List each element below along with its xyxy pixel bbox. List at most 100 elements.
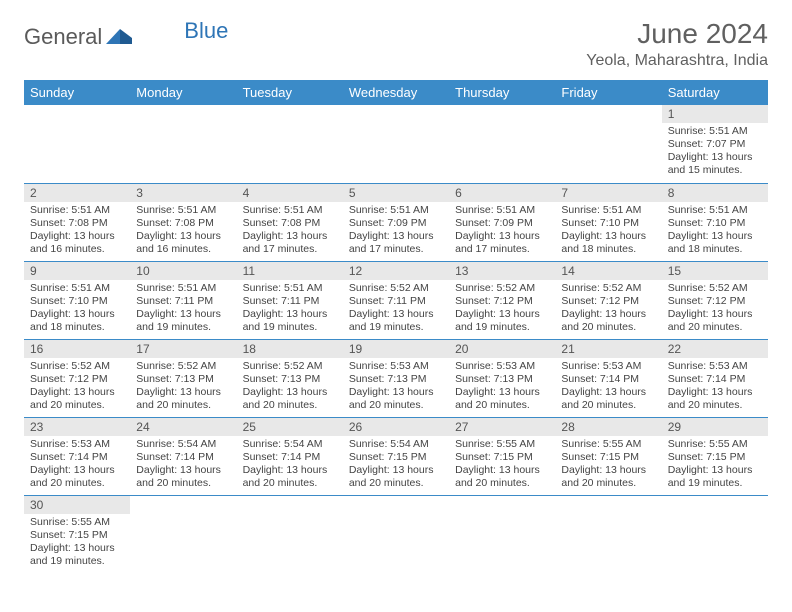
- sunset-line: Sunset: 7:12 PM: [561, 295, 639, 307]
- sunset-line: Sunset: 7:14 PM: [668, 373, 746, 385]
- calendar-cell: 3Sunrise: 5:51 AMSunset: 7:08 PMDaylight…: [130, 183, 236, 261]
- day-details: Sunrise: 5:53 AMSunset: 7:13 PMDaylight:…: [449, 358, 555, 417]
- sunset-line: Sunset: 7:15 PM: [349, 451, 427, 463]
- sunrise-line: Sunrise: 5:52 AM: [243, 360, 323, 372]
- sunset-line: Sunset: 7:10 PM: [668, 217, 746, 229]
- day-details: Sunrise: 5:53 AMSunset: 7:14 PMDaylight:…: [662, 358, 768, 417]
- calendar-cell: 11Sunrise: 5:51 AMSunset: 7:11 PMDayligh…: [237, 261, 343, 339]
- day-details: Sunrise: 5:55 AMSunset: 7:15 PMDaylight:…: [662, 436, 768, 495]
- daylight-line: Daylight: 13 hours and 20 minutes.: [243, 386, 328, 411]
- calendar-cell: [237, 495, 343, 573]
- day-number: 19: [343, 340, 449, 358]
- daylight-line: Daylight: 13 hours and 16 minutes.: [136, 230, 221, 255]
- daylight-line: Daylight: 13 hours and 20 minutes.: [561, 464, 646, 489]
- calendar-row: 9Sunrise: 5:51 AMSunset: 7:10 PMDaylight…: [24, 261, 768, 339]
- daylight-line: Daylight: 13 hours and 20 minutes.: [668, 386, 753, 411]
- daylight-line: Daylight: 13 hours and 20 minutes.: [561, 386, 646, 411]
- calendar-row: 1Sunrise: 5:51 AMSunset: 7:07 PMDaylight…: [24, 105, 768, 183]
- daylight-line: Daylight: 13 hours and 17 minutes.: [455, 230, 540, 255]
- calendar-cell: 29Sunrise: 5:55 AMSunset: 7:15 PMDayligh…: [662, 417, 768, 495]
- sunrise-line: Sunrise: 5:51 AM: [561, 204, 641, 216]
- day-details: Sunrise: 5:52 AMSunset: 7:12 PMDaylight:…: [662, 280, 768, 339]
- day-details: Sunrise: 5:51 AMSunset: 7:10 PMDaylight:…: [24, 280, 130, 339]
- day-header: Friday: [555, 80, 661, 105]
- daylight-line: Daylight: 13 hours and 19 minutes.: [243, 308, 328, 333]
- sunset-line: Sunset: 7:13 PM: [349, 373, 427, 385]
- daylight-line: Daylight: 13 hours and 20 minutes.: [455, 464, 540, 489]
- daylight-line: Daylight: 13 hours and 20 minutes.: [349, 386, 434, 411]
- day-details: Sunrise: 5:52 AMSunset: 7:13 PMDaylight:…: [237, 358, 343, 417]
- sunset-line: Sunset: 7:11 PM: [136, 295, 213, 307]
- calendar-row: 23Sunrise: 5:53 AMSunset: 7:14 PMDayligh…: [24, 417, 768, 495]
- calendar-row: 30Sunrise: 5:55 AMSunset: 7:15 PMDayligh…: [24, 495, 768, 573]
- title-block: June 2024 Yeola, Maharashtra, India: [586, 18, 768, 70]
- day-number: 28: [555, 418, 661, 436]
- day-number: 5: [343, 184, 449, 202]
- calendar-cell: 23Sunrise: 5:53 AMSunset: 7:14 PMDayligh…: [24, 417, 130, 495]
- daylight-line: Daylight: 13 hours and 20 minutes.: [30, 386, 115, 411]
- day-details: Sunrise: 5:52 AMSunset: 7:13 PMDaylight:…: [130, 358, 236, 417]
- daylight-line: Daylight: 13 hours and 19 minutes.: [349, 308, 434, 333]
- sunset-line: Sunset: 7:07 PM: [668, 138, 746, 150]
- daylight-line: Daylight: 13 hours and 18 minutes.: [561, 230, 646, 255]
- brand-text-general: General: [24, 24, 102, 50]
- day-number: 2: [24, 184, 130, 202]
- sunset-line: Sunset: 7:11 PM: [243, 295, 320, 307]
- calendar-cell: 8Sunrise: 5:51 AMSunset: 7:10 PMDaylight…: [662, 183, 768, 261]
- sunrise-line: Sunrise: 5:52 AM: [30, 360, 110, 372]
- calendar-cell: 28Sunrise: 5:55 AMSunset: 7:15 PMDayligh…: [555, 417, 661, 495]
- day-details: Sunrise: 5:51 AMSunset: 7:10 PMDaylight:…: [662, 202, 768, 261]
- day-details: Sunrise: 5:51 AMSunset: 7:10 PMDaylight:…: [555, 202, 661, 261]
- day-number: 23: [24, 418, 130, 436]
- day-number: 22: [662, 340, 768, 358]
- calendar-cell: 10Sunrise: 5:51 AMSunset: 7:11 PMDayligh…: [130, 261, 236, 339]
- day-number: 17: [130, 340, 236, 358]
- calendar-cell: [555, 105, 661, 183]
- sunrise-line: Sunrise: 5:53 AM: [455, 360, 535, 372]
- day-number: 8: [662, 184, 768, 202]
- daylight-line: Daylight: 13 hours and 20 minutes.: [561, 308, 646, 333]
- calendar-cell: 24Sunrise: 5:54 AMSunset: 7:14 PMDayligh…: [130, 417, 236, 495]
- sunset-line: Sunset: 7:14 PM: [136, 451, 214, 463]
- day-details: Sunrise: 5:53 AMSunset: 7:14 PMDaylight:…: [24, 436, 130, 495]
- calendar-cell: 17Sunrise: 5:52 AMSunset: 7:13 PMDayligh…: [130, 339, 236, 417]
- daylight-line: Daylight: 13 hours and 15 minutes.: [668, 151, 753, 176]
- sunrise-line: Sunrise: 5:53 AM: [561, 360, 641, 372]
- day-details: Sunrise: 5:54 AMSunset: 7:14 PMDaylight:…: [130, 436, 236, 495]
- brand-logo: General Blue: [24, 24, 228, 50]
- day-details: Sunrise: 5:55 AMSunset: 7:15 PMDaylight:…: [449, 436, 555, 495]
- sunset-line: Sunset: 7:13 PM: [136, 373, 214, 385]
- day-number: 6: [449, 184, 555, 202]
- day-details: Sunrise: 5:52 AMSunset: 7:12 PMDaylight:…: [449, 280, 555, 339]
- sunrise-line: Sunrise: 5:55 AM: [668, 438, 748, 450]
- day-number: 9: [24, 262, 130, 280]
- day-details: Sunrise: 5:54 AMSunset: 7:14 PMDaylight:…: [237, 436, 343, 495]
- sunrise-line: Sunrise: 5:51 AM: [136, 282, 216, 294]
- daylight-line: Daylight: 13 hours and 19 minutes.: [455, 308, 540, 333]
- day-number: 16: [24, 340, 130, 358]
- day-details: Sunrise: 5:51 AMSunset: 7:08 PMDaylight:…: [24, 202, 130, 261]
- sunrise-line: Sunrise: 5:51 AM: [30, 204, 110, 216]
- daylight-line: Daylight: 13 hours and 19 minutes.: [136, 308, 221, 333]
- day-details: Sunrise: 5:51 AMSunset: 7:08 PMDaylight:…: [237, 202, 343, 261]
- calendar-cell: [449, 105, 555, 183]
- sunset-line: Sunset: 7:13 PM: [243, 373, 321, 385]
- day-details: Sunrise: 5:55 AMSunset: 7:15 PMDaylight:…: [24, 514, 130, 573]
- sunrise-line: Sunrise: 5:53 AM: [30, 438, 110, 450]
- sunrise-line: Sunrise: 5:51 AM: [243, 282, 323, 294]
- daylight-line: Daylight: 13 hours and 20 minutes.: [30, 464, 115, 489]
- day-details: Sunrise: 5:51 AMSunset: 7:09 PMDaylight:…: [343, 202, 449, 261]
- day-header: Tuesday: [237, 80, 343, 105]
- day-number: 29: [662, 418, 768, 436]
- calendar-cell: 1Sunrise: 5:51 AMSunset: 7:07 PMDaylight…: [662, 105, 768, 183]
- day-details: Sunrise: 5:53 AMSunset: 7:13 PMDaylight:…: [343, 358, 449, 417]
- calendar-cell: 16Sunrise: 5:52 AMSunset: 7:12 PMDayligh…: [24, 339, 130, 417]
- day-number: 13: [449, 262, 555, 280]
- calendar-cell: [343, 105, 449, 183]
- daylight-line: Daylight: 13 hours and 20 minutes.: [349, 464, 434, 489]
- calendar-cell: 25Sunrise: 5:54 AMSunset: 7:14 PMDayligh…: [237, 417, 343, 495]
- sunset-line: Sunset: 7:09 PM: [349, 217, 427, 229]
- sunrise-line: Sunrise: 5:52 AM: [455, 282, 535, 294]
- calendar-row: 2Sunrise: 5:51 AMSunset: 7:08 PMDaylight…: [24, 183, 768, 261]
- day-number: 14: [555, 262, 661, 280]
